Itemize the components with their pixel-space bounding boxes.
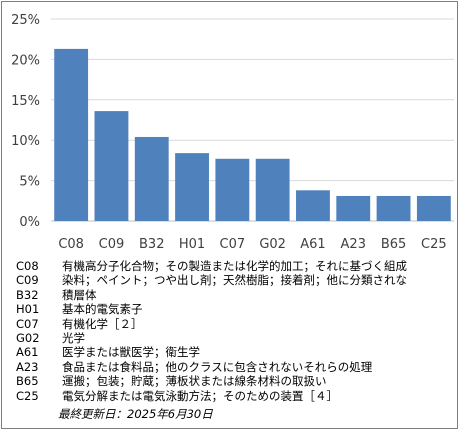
bar-a61: [296, 190, 330, 221]
x-axis-ticks: C08 C09 B32 H01 C07 G02 A61 A23 B65 C25: [58, 237, 446, 252]
legend-description: 光学: [62, 331, 85, 346]
y-tick-label: 10%: [11, 134, 40, 149]
legend-code: C25: [16, 388, 39, 403]
legend-code: A23: [16, 359, 39, 374]
bar-a23: [336, 195, 371, 221]
category-legend: C08 有機高分子化合物；その製造または化学的加工；それに基づく組成 C09 染料；…: [16, 259, 452, 403]
legend-description: 染料；ペイント；つや出し剤；天然樹脂；接着剤；他に分類されな: [62, 273, 407, 288]
y-axis-ticks: 0% 5% 10% 15% 20% 25%: [11, 13, 40, 230]
x-tick-label: C25: [421, 237, 447, 252]
legend-description: 電気分解または電気泳動方法；そのための装置［４］: [62, 388, 338, 403]
legend-description: 食品または食料品；他のクラスに包含されないそれらの処理: [62, 359, 373, 374]
legend-description: 有機高分子化合物；その製造または化学的加工；それに基づく組成: [62, 259, 407, 273]
x-tick-label: B65: [381, 237, 406, 252]
bar-b65: [376, 195, 411, 221]
legend-code: C08: [16, 259, 39, 273]
legend-code: H01: [16, 302, 40, 317]
legend-row: B65 運搬；包装；貯蔵；薄板状または線条材料の取扱い: [16, 374, 452, 388]
legend-row: C09 染料；ペイント；つや出し剤；天然樹脂；接着剤；他に分類されな: [16, 273, 452, 287]
x-tick-label: A61: [300, 237, 325, 252]
legend-row: G02 光学: [16, 331, 452, 345]
x-tick-label: G02: [259, 237, 286, 252]
x-tick-label: C09: [99, 237, 125, 252]
x-tick-label: C07: [220, 237, 246, 252]
legend-code: B65: [16, 374, 39, 389]
x-tick-label: B32: [139, 237, 164, 252]
legend-row: C08 有機高分子化合物；その製造または化学的加工；それに基づく組成: [16, 259, 452, 273]
bar-b32: [134, 136, 169, 221]
legend-code: C07: [16, 316, 39, 331]
x-tick-label: H01: [179, 237, 205, 252]
legend-code: G02: [16, 331, 40, 346]
legend-row: A61 医学または獣医学；衛生学: [16, 345, 452, 359]
legend-code: B32: [16, 287, 39, 302]
legend-row: H01 基本的電気素子: [16, 302, 452, 316]
legend-description: 基本的電気素子: [62, 302, 143, 317]
legend-code: A61: [16, 345, 39, 360]
bar-c08: [54, 48, 89, 222]
x-tick-label: C08: [58, 237, 84, 252]
y-tick-label: 15%: [11, 94, 40, 109]
legend-description: 積層体: [62, 287, 97, 302]
bar-c09: [94, 111, 129, 221]
x-tick-label: A23: [341, 237, 366, 252]
legend-description: 医学または獣医学；衛生学: [62, 345, 200, 360]
legend-row: A23 食品または食料品；他のクラスに包含されないそれらの処理: [16, 360, 452, 374]
legend-description: 運搬；包装；貯蔵；薄板状または線条材料の取扱い: [62, 374, 327, 389]
y-tick-label: 25%: [11, 13, 40, 28]
y-tick-label: 0%: [19, 215, 40, 230]
bar-chart: 0% 5% 10% 15% 20% 25% C08 C09 B32 H01 C07 G02 A61 A2…: [11, 13, 454, 252]
y-tick-label: 20%: [11, 53, 40, 68]
bar-h01: [175, 153, 209, 221]
bar-g02: [255, 158, 290, 221]
legend-row: C07 有機化学［２］: [16, 317, 452, 331]
last-updated-note: 最終更新日：2025年6月30日: [58, 407, 213, 421]
bars: [54, 48, 451, 222]
bar-c07: [215, 158, 250, 221]
legend-description: 有機化学［２］: [62, 316, 143, 331]
legend-row: B32 積層体: [16, 288, 452, 302]
legend-code: C09: [16, 273, 39, 288]
y-tick-label: 5%: [19, 175, 40, 190]
bar-c25: [416, 195, 451, 221]
legend-row: C25 電気分解または電気泳動方法；そのための装置［４］: [16, 389, 452, 403]
